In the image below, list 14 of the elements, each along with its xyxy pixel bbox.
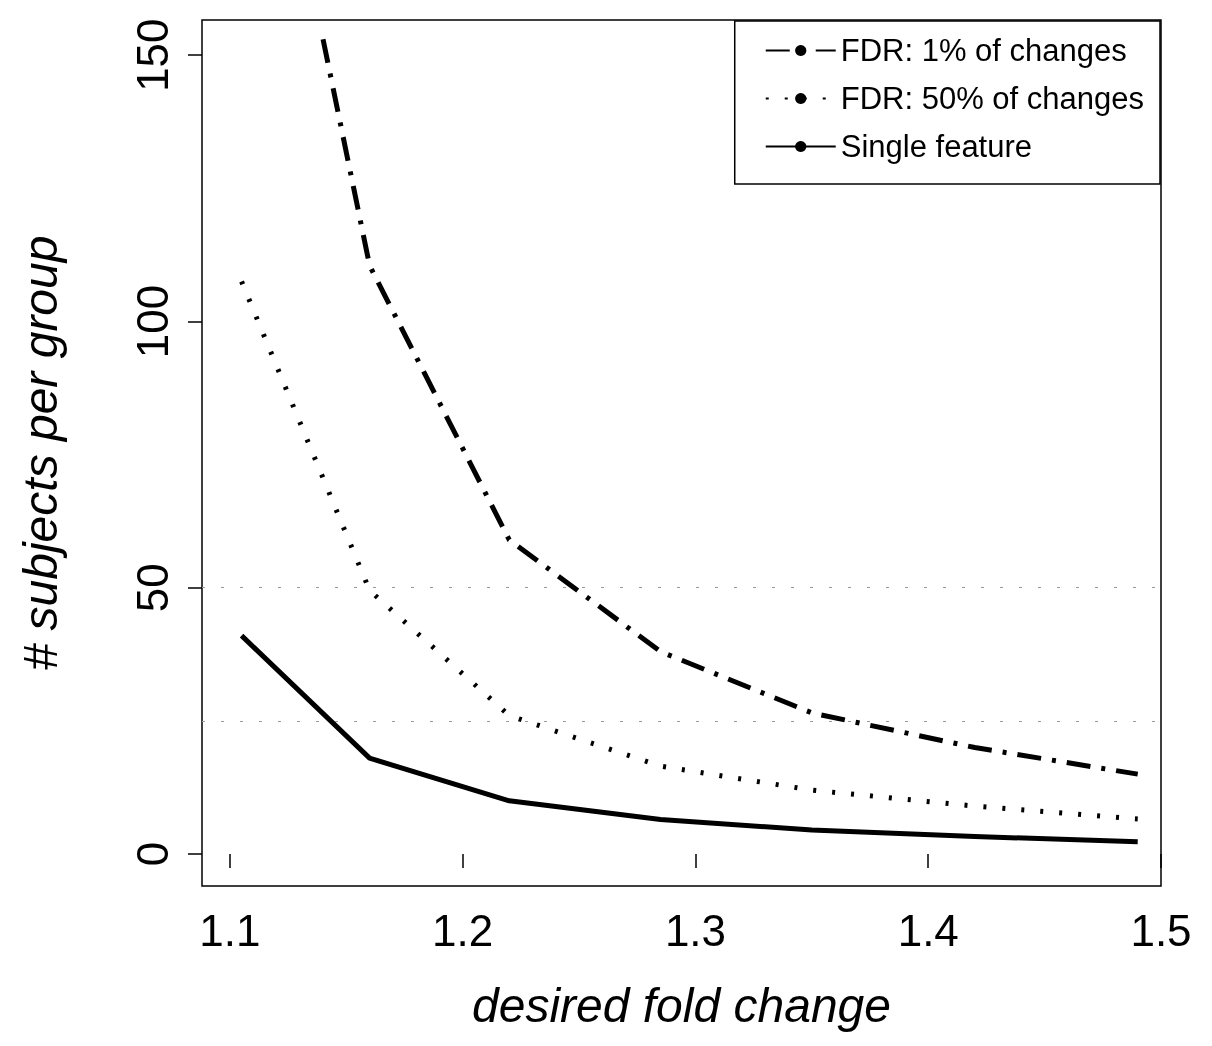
y-tick-label: 150: [127, 18, 177, 92]
legend-label: Single feature: [840, 129, 1033, 164]
x-tick-label: 1.3: [664, 905, 727, 955]
x-tick-label: 1.4: [897, 905, 959, 955]
y-tick-label: 0: [127, 841, 177, 867]
y-tick-label: 50: [127, 563, 177, 613]
x-axis-title: desired fold change: [472, 978, 891, 1032]
x-tick-label: 1.1: [199, 905, 261, 955]
x-tick-label: 1.5: [1130, 905, 1192, 955]
legend-label: FDR: 50% of changes: [840, 81, 1144, 116]
legend-label: FDR: 1% of changes: [840, 33, 1127, 68]
x-tick-label: 1.2: [432, 905, 494, 955]
y-axis-title: # subjects per group: [13, 235, 67, 671]
y-tick-label: 100: [127, 284, 177, 359]
